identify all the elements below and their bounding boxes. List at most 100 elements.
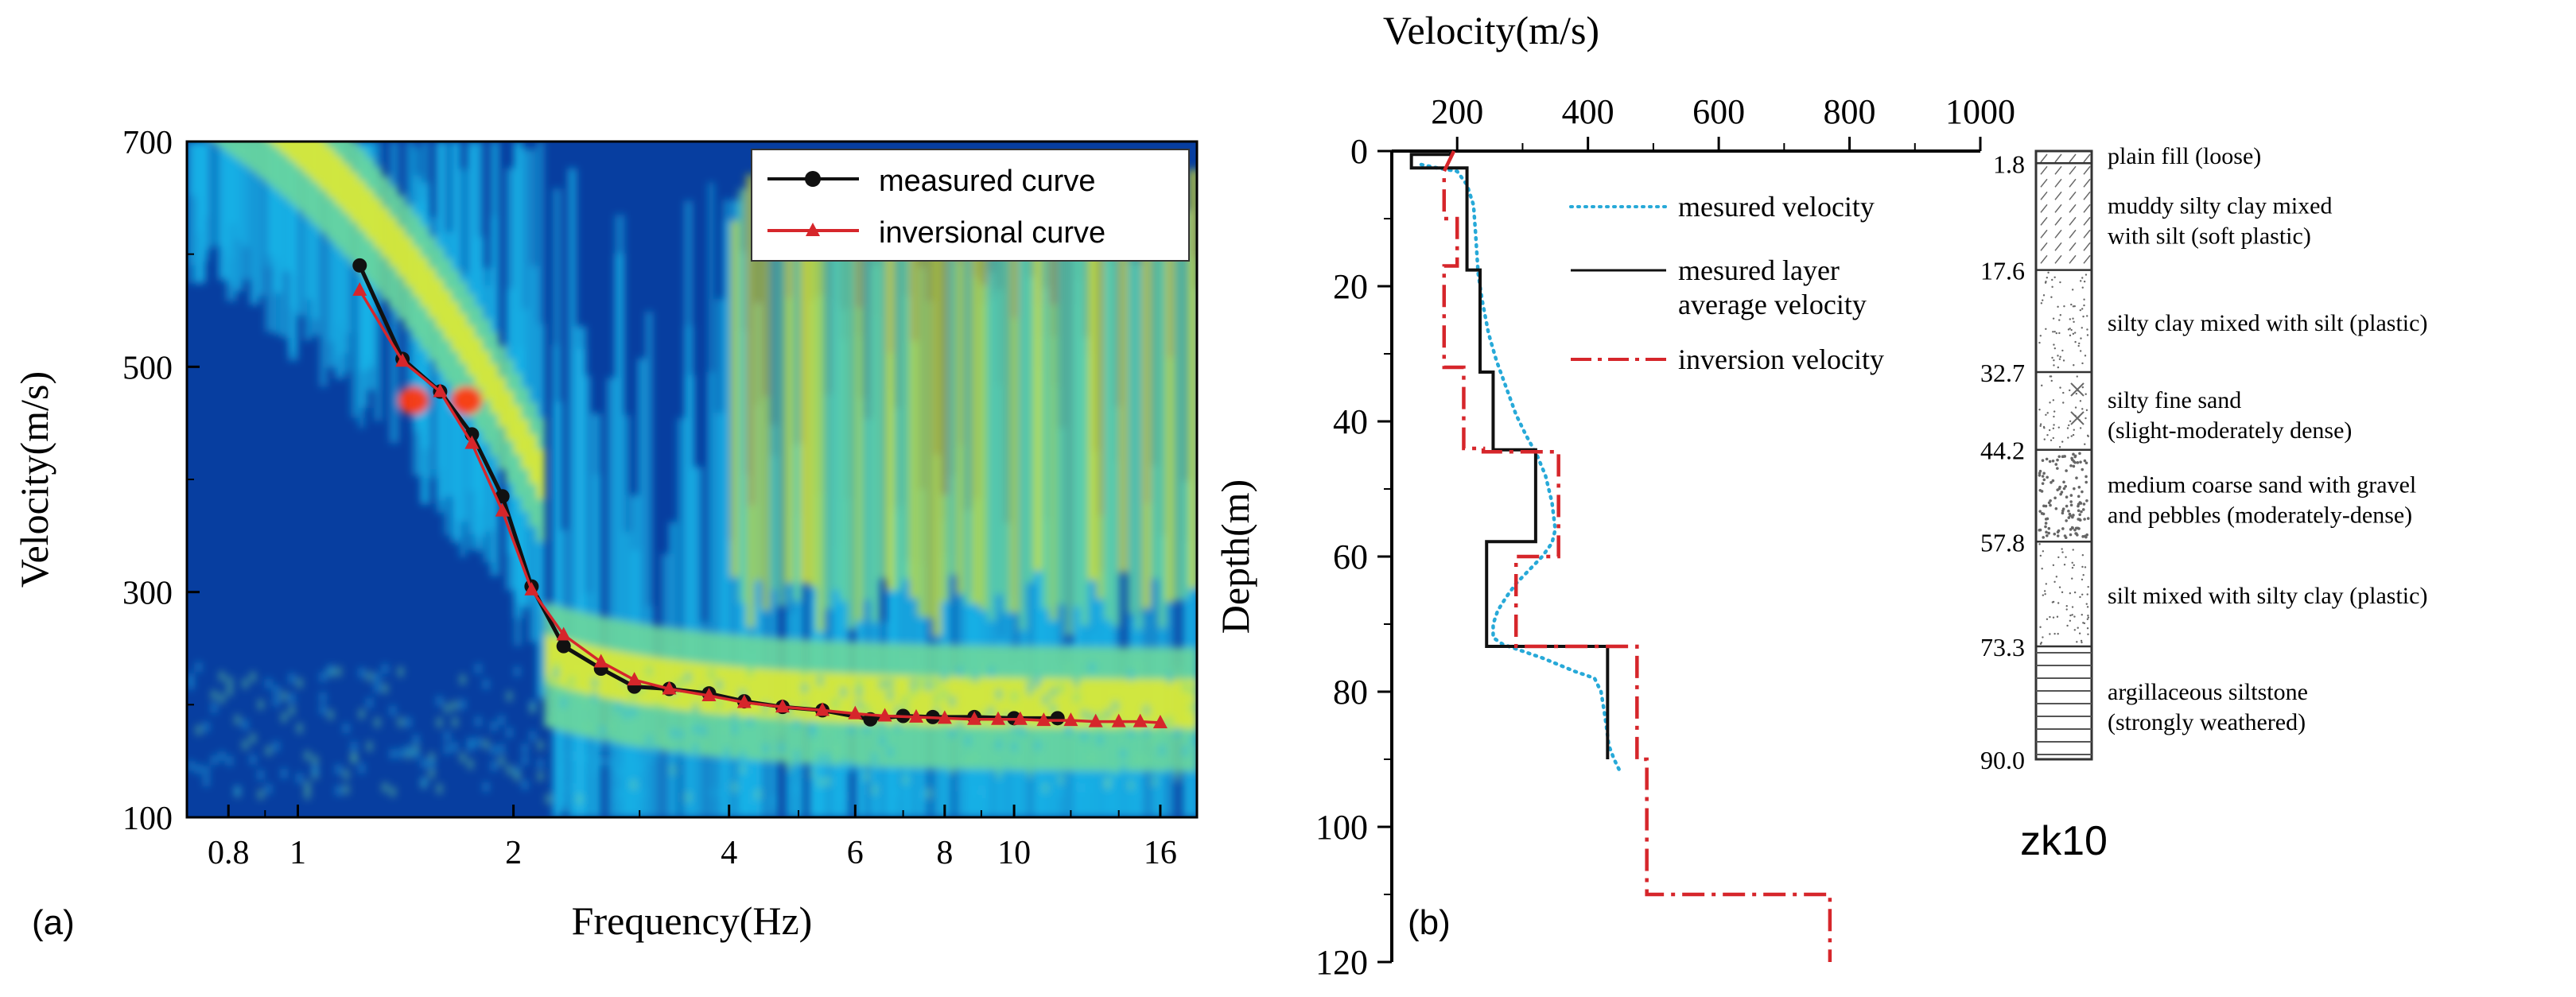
spectrum-streak <box>273 142 282 258</box>
spectrum-lobe <box>893 220 903 592</box>
spectrum-streak <box>250 142 260 305</box>
spectrum-speckle <box>266 678 271 689</box>
spectrum-speckle <box>771 796 776 806</box>
spectrum-speckle <box>1074 677 1079 688</box>
borehole-pattern-dot <box>2066 427 2069 429</box>
spectrum-speckle <box>996 769 1001 779</box>
borehole-pattern-dot <box>2087 616 2090 619</box>
borehole-pattern-dot <box>2085 475 2088 479</box>
spectrum-speckle <box>188 761 193 771</box>
spectrum-streak <box>995 385 1002 817</box>
borehole-pattern-dot <box>2050 439 2053 441</box>
spectrum-speckle <box>841 791 846 801</box>
spectrum-speckle <box>608 721 613 731</box>
spectrum-speckle <box>686 673 691 683</box>
borehole-pattern-dot <box>2086 517 2090 520</box>
borehole-pattern-dot <box>2051 285 2053 289</box>
spectrum-speckle <box>1105 776 1110 786</box>
spectrum-speckle <box>1113 774 1118 784</box>
spectrum-speckle <box>701 725 706 735</box>
spectrum-ridge-core <box>824 672 832 723</box>
borehole-pattern-dot <box>2082 315 2085 318</box>
spectrum-speckle <box>709 787 714 797</box>
borehole-pattern-dot <box>2065 469 2068 472</box>
spectrum-speckle <box>188 680 193 690</box>
borehole-pattern-dot <box>2053 415 2055 418</box>
spectrum-speckle <box>608 758 613 768</box>
spectrum-ridge <box>295 142 305 211</box>
panel-b-xtick-label: 400 <box>1562 92 1614 131</box>
spectrum-speckle <box>732 710 737 720</box>
spectrum-speckle <box>864 771 869 782</box>
spectrum-speckle <box>911 678 916 689</box>
spectrum-speckle <box>600 726 605 736</box>
borehole-pattern-dot <box>2083 298 2085 301</box>
spectrum-speckle <box>491 745 496 755</box>
spectrum-speckle <box>367 671 372 681</box>
spectrum-lobe <box>1134 179 1144 630</box>
spectrum-ridge-core <box>358 180 366 231</box>
spectrum-speckle <box>561 697 566 708</box>
borehole-pattern-dot <box>2065 495 2069 498</box>
spectrum-ridge-core <box>1135 678 1143 729</box>
spectrum-streak <box>568 168 577 817</box>
borehole-pattern-dot <box>2071 566 2074 569</box>
spectrum-ridge-core <box>809 671 817 722</box>
spectrum-speckle <box>1090 712 1095 723</box>
borehole-pattern-dot <box>2051 459 2055 463</box>
spectrum-ridge-core <box>483 351 491 401</box>
spectrum-speckle <box>522 743 527 754</box>
borehole-pattern-dot <box>2081 286 2084 289</box>
spectrum-speckle <box>577 752 582 762</box>
spectrum-lobe <box>1119 192 1129 572</box>
spectrum-speckle <box>585 722 590 732</box>
spectrum-ridge-core <box>467 325 475 375</box>
spectrum-speckle <box>398 717 403 727</box>
spectrum-ridge-core <box>1019 677 1027 727</box>
spectrum-speckle <box>1082 709 1087 720</box>
borehole-pattern-dot <box>2040 302 2043 305</box>
spectrum-lobe <box>1095 203 1105 599</box>
borehole-pattern-dot <box>2083 622 2086 625</box>
spectrum-speckle <box>243 720 248 730</box>
spectrum-hotspot <box>450 386 483 415</box>
borehole-pattern-dot <box>2044 522 2048 525</box>
borehole-pattern-dot <box>2084 355 2087 357</box>
panel-b-xtick-label: 800 <box>1824 92 1876 131</box>
borehole-pattern-dot <box>2065 605 2068 607</box>
spectrum-lobe <box>1158 211 1168 628</box>
borehole-pattern-dot <box>2076 375 2078 378</box>
borehole-pattern-dot <box>2078 632 2081 634</box>
borehole-pattern-dot <box>2042 536 2045 539</box>
borehole-pattern-dot <box>2042 512 2046 516</box>
borehole-pattern-dot <box>2062 487 2066 491</box>
spectrum-streak <box>203 142 210 262</box>
borehole-pattern-dot <box>2059 386 2061 389</box>
borehole-layer-description: and pebbles (moderately-dense) <box>2108 502 2412 529</box>
spectrum-speckle <box>647 666 652 677</box>
spectrum-speckle <box>1027 768 1032 778</box>
spectrum-ridge-core <box>863 673 871 724</box>
spectrum-ridge-core <box>1151 679 1159 729</box>
spectrum-speckle <box>204 766 209 776</box>
borehole-pattern-dot <box>2043 438 2046 440</box>
spectrum-speckle <box>600 740 605 751</box>
spectrum-streak <box>646 311 652 817</box>
borehole-pattern-dot <box>2053 276 2056 278</box>
spectrum-speckle <box>662 704 667 715</box>
spectrum-speckle <box>1082 783 1087 793</box>
borehole-pattern-dot <box>2073 364 2075 367</box>
spectrum-speckle <box>476 716 481 727</box>
spectrum-lobe <box>1057 245 1067 605</box>
spectrum-streak <box>288 142 296 352</box>
spectrum-ridge <box>187 3 196 127</box>
spectrum-speckle <box>1167 716 1172 727</box>
borehole-pattern-dot <box>2047 501 2051 505</box>
spectrum-ridge-core <box>584 645 592 695</box>
spectrum-ridge-core <box>856 673 864 724</box>
spectrum-speckle <box>1136 754 1141 764</box>
borehole-pattern-dot <box>2043 590 2046 592</box>
borehole-layer-description: silty clay mixed with silt (plastic) <box>2108 310 2427 336</box>
borehole-pattern-dash <box>2054 153 2062 163</box>
spectrum-lobe <box>769 211 779 590</box>
